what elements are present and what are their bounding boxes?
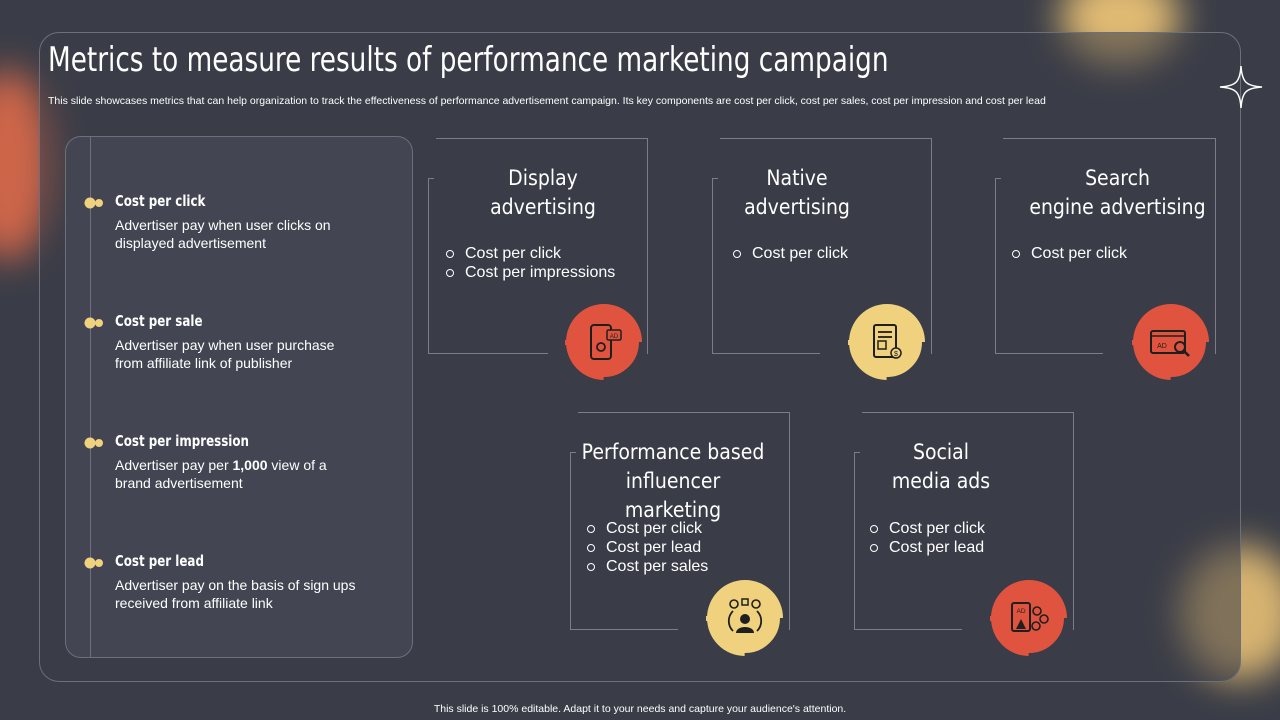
bullet-dots-icon <box>84 197 103 209</box>
influencer-icon <box>706 579 784 657</box>
card-title-line: Display <box>508 166 578 190</box>
card-search-engine-advertising <box>995 138 1216 354</box>
sparkle-star-icon <box>1219 65 1263 109</box>
list-item: Cost per click <box>733 244 848 263</box>
page-subtitle: This slide showcases metrics that can he… <box>48 95 1046 107</box>
list-item: Cost per click <box>870 519 985 538</box>
metric-title: Cost per impression <box>115 432 249 450</box>
panel-divider <box>90 137 91 657</box>
svg-text:AD: AD <box>610 334 619 340</box>
desc-part: view of a brand advertisement <box>115 457 327 491</box>
page-title: Metrics to measure results of performanc… <box>48 40 889 80</box>
card-metric-list: Cost per click Cost per lead Cost per sa… <box>587 519 708 576</box>
tablet-ad-icon: $ <box>848 303 926 381</box>
card-title: Performance based influencer marketing <box>578 438 768 525</box>
svg-text:AD: AD <box>1157 343 1167 350</box>
card-metric-list: Cost per click <box>1012 244 1127 263</box>
metric-title: Cost per sale <box>115 312 203 330</box>
metric-title: Cost per click <box>115 192 206 210</box>
card-title-line: advertising <box>744 195 850 219</box>
bullet-dots-icon <box>84 437 103 449</box>
card-title-line: influencer marketing <box>624 469 722 522</box>
metric-description: Advertiser pay per 1,000 view of a brand… <box>115 456 365 492</box>
svg-text:AD: AD <box>1016 608 1025 615</box>
list-item: Cost per impressions <box>446 263 615 282</box>
list-item: Cost per click <box>446 244 615 263</box>
card-title: Native advertising <box>722 164 872 222</box>
footer-note: This slide is 100% editable. Adapt it to… <box>433 703 847 715</box>
metric-title: Cost per lead <box>115 552 204 570</box>
card-display-advertising <box>428 138 648 354</box>
card-title-line: Social <box>912 440 970 464</box>
bullet-dots-icon <box>84 317 103 329</box>
list-item: Cost per click <box>587 519 708 538</box>
metric-description: Advertiser pay when user clicks on displ… <box>115 217 331 251</box>
card-metric-list: Cost per click Cost per lead <box>870 519 985 557</box>
card-metric-list: Cost per click <box>733 244 848 263</box>
card-social-media-ads <box>854 412 1074 630</box>
list-item: Cost per lead <box>587 538 708 557</box>
desc-part: Advertiser pay per <box>115 457 233 473</box>
card-title-line: Native <box>766 166 828 190</box>
card-title: Display advertising <box>438 164 648 222</box>
card-title-line: engine advertising <box>1029 195 1206 219</box>
list-item: Cost per lead <box>870 538 985 557</box>
desc-bold-value: 1,000 <box>232 457 268 473</box>
card-title: Search engine advertising <box>1025 164 1210 222</box>
card-title-line: Performance based <box>581 440 765 464</box>
bullet-dots-icon <box>84 557 103 569</box>
card-metric-list: Cost per click Cost per impressions <box>446 244 615 282</box>
list-item: Cost per click <box>1012 244 1127 263</box>
metric-description: Advertiser pay when user purchase from a… <box>115 337 335 371</box>
metrics-panel <box>65 136 413 658</box>
social-ad-icon: AD <box>990 579 1068 657</box>
search-ad-icon: AD <box>1132 303 1210 381</box>
card-title-line: media ads <box>891 469 991 493</box>
card-title-line: advertising <box>490 195 596 219</box>
svg-text:$: $ <box>894 351 898 358</box>
card-influencer-marketing <box>570 412 790 630</box>
card-title-line: Search <box>1085 166 1150 190</box>
metric-description: Advertiser pay on the basis of sign ups … <box>115 577 356 611</box>
card-title: Social media ads <box>866 438 1016 496</box>
mobile-ad-icon: AD <box>565 303 643 381</box>
list-item: Cost per sales <box>587 557 708 576</box>
card-native-advertising <box>712 138 932 354</box>
